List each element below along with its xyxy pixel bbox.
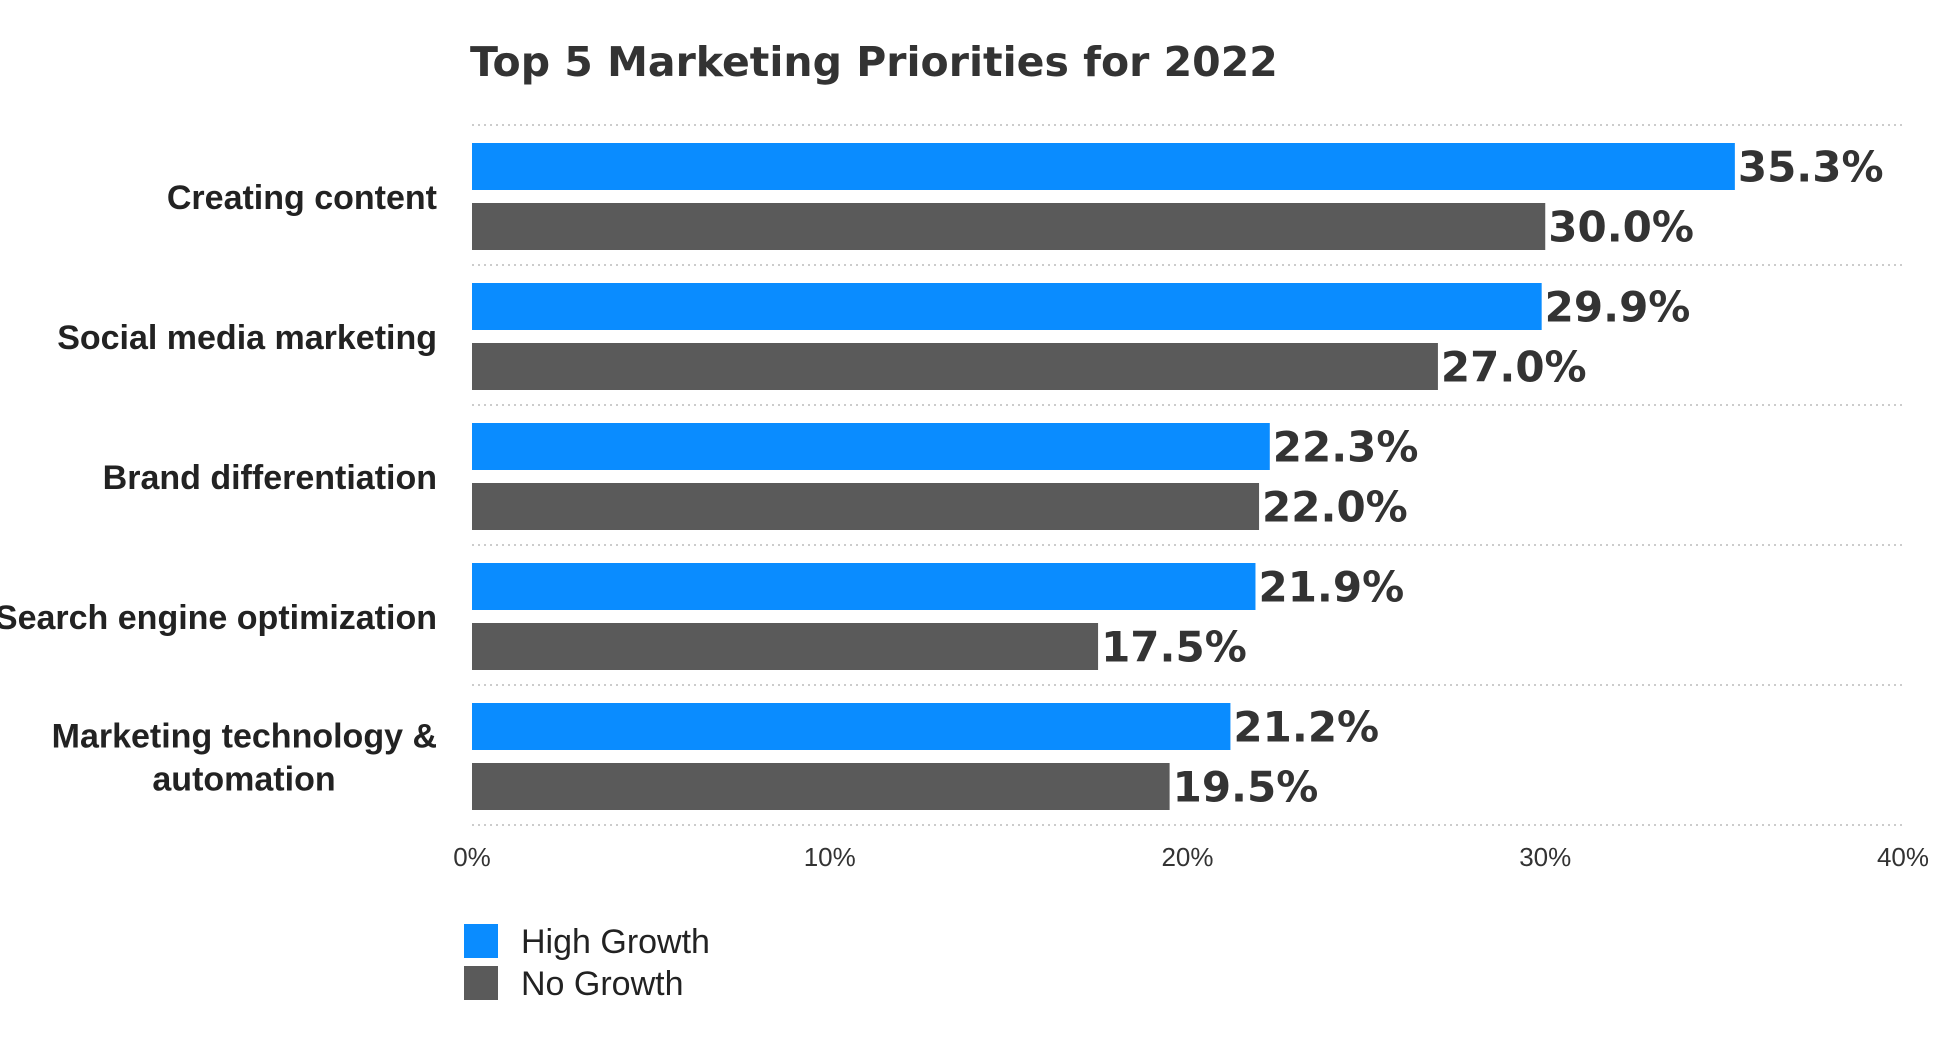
legend-swatch xyxy=(464,924,498,958)
category-label: Search engine optimization xyxy=(0,599,437,637)
data-label: 30.0% xyxy=(1548,203,1694,252)
data-label: 17.5% xyxy=(1101,623,1247,672)
category-label: Marketing technology & xyxy=(52,718,437,756)
legend-swatch xyxy=(464,966,498,1000)
data-label: 22.3% xyxy=(1273,423,1419,472)
bar-high-growth xyxy=(472,143,1735,190)
legend-label: No Growth xyxy=(521,965,684,1003)
grid-layer xyxy=(472,124,1903,826)
chart-title: Top 5 Marketing Priorities for 2022 xyxy=(470,38,1278,86)
x-tick-label: 20% xyxy=(1161,842,1213,872)
x-tick-label: 0% xyxy=(453,842,491,872)
bar-high-growth xyxy=(472,703,1231,750)
data-label: 35.3% xyxy=(1738,143,1884,192)
category-label: automation xyxy=(152,761,335,799)
x-tick-label: 30% xyxy=(1519,842,1571,872)
bar-no-growth xyxy=(472,623,1099,670)
category-label: Brand differentiation xyxy=(103,459,437,497)
legend-label: High Growth xyxy=(521,923,710,961)
bar-high-growth xyxy=(472,283,1542,330)
category-label: Creating content xyxy=(167,179,437,217)
bars-layer xyxy=(472,143,1735,810)
x-axis-ticks: 0% 10% 20% 30% 40% xyxy=(453,842,1929,872)
bar-no-growth xyxy=(472,483,1260,530)
category-label: Social media marketing xyxy=(57,319,437,357)
data-label: 22.0% xyxy=(1262,483,1408,532)
data-labels-layer: 35.3% 29.9% 22.3% 21.9% 21.2% 30.0% 27.0% 22.0%… xyxy=(1101,143,1884,812)
data-label: 21.9% xyxy=(1258,563,1404,612)
data-label: 27.0% xyxy=(1441,343,1587,392)
bar-high-growth xyxy=(472,563,1256,610)
data-label: 21.2% xyxy=(1233,703,1379,752)
legend: High Growth No Growth xyxy=(464,923,710,1003)
bar-no-growth xyxy=(472,763,1170,810)
x-tick-label: 10% xyxy=(804,842,856,872)
data-label: 29.9% xyxy=(1545,283,1691,332)
x-tick-label: 40% xyxy=(1877,842,1929,872)
category-labels-layer: Creating content Social media marketing Br… xyxy=(0,179,437,799)
bar-high-growth xyxy=(472,423,1270,470)
bar-no-growth xyxy=(472,203,1546,250)
data-label: 19.5% xyxy=(1173,763,1319,812)
bar-no-growth xyxy=(472,343,1438,390)
